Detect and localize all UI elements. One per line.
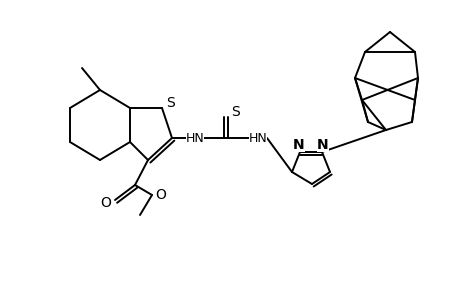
Text: N: N [292,138,304,152]
Text: HN: HN [248,131,267,145]
Text: O: O [101,196,111,210]
Text: O: O [155,188,166,202]
Text: S: S [166,96,175,110]
Text: HN: HN [185,131,204,145]
Text: S: S [231,105,240,119]
Text: N: N [317,138,328,152]
